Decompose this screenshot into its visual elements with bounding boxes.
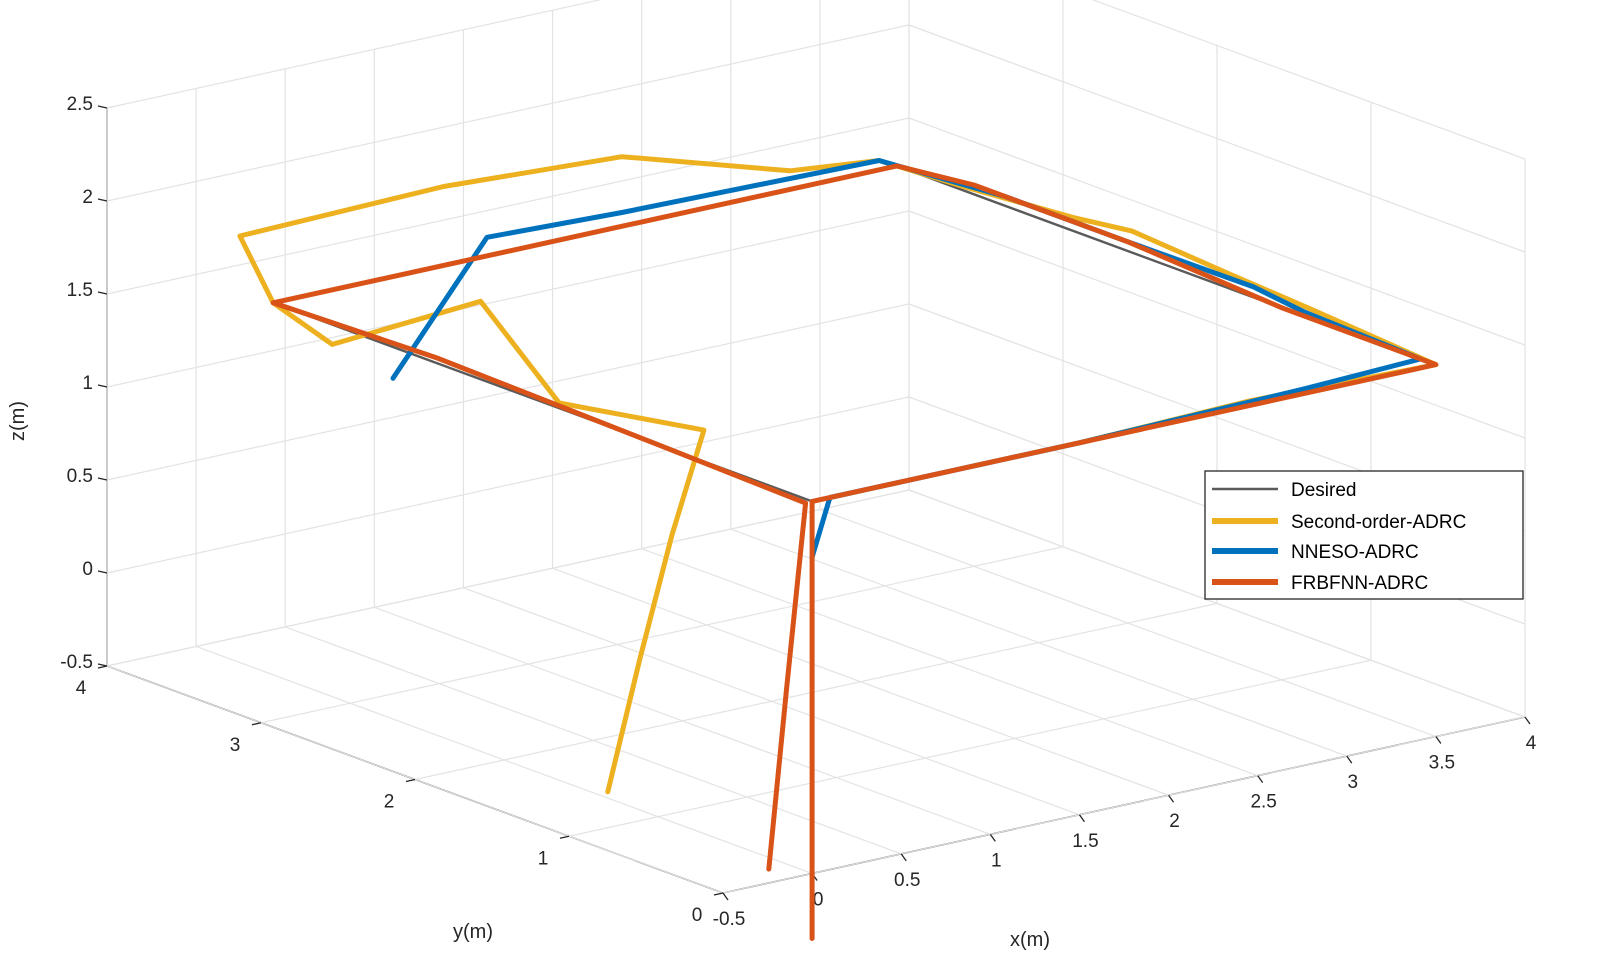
x-axis-label: x(m) [1010,929,1050,951]
right-wall-grid-line-z [908,117,1526,346]
legend-label-nneso-adrc: NNESO-ADRC [1291,542,1419,563]
floor-grid-line-y [722,716,1526,894]
axis-ticks: -0.5 0 0.5 1 1.5 2 2.5 3 3.5 4 0 1 2 3 4 -0.5 0 0.5 1 1.5 2 2… [60,94,1536,930]
back-wall-grid-line-z [106,303,910,481]
x-tick-mark [1257,775,1264,784]
z-tick-mark [97,105,108,109]
series-lines [237,154,1439,941]
y-tick-label: 2 [384,792,395,813]
right-wall-grid-line-z [908,210,1526,439]
x-tick-label: 1.5 [1072,831,1098,852]
z-tick-mark [97,198,108,202]
legend-label-second-order-adrc: Second-order-ADRC [1291,512,1466,533]
z-tick-label: 2 [82,187,93,208]
legend: Desired Second-order-ADRC NNESO-ADRC FRB… [1204,470,1524,600]
z-tick-mark [97,477,108,481]
x-tick-mark [1524,716,1531,725]
y-tick-mark [97,665,108,669]
frbfnn-adrc-trajectory [270,163,1439,941]
y-tick-label: 0 [692,905,703,926]
grid-lines [106,0,1526,894]
right-wall-grid-line-z [1091,0,1526,160]
legend-label-frbfnn-adrc: FRBFNN-ADRC [1291,573,1428,594]
z-tick-label: 0.5 [67,466,93,487]
back-wall-grid-line-z [106,210,910,388]
back-wall-grid-line-z [106,24,910,202]
x-tick-label: 4 [1526,733,1537,754]
back-wall-grid-line-z [106,489,910,667]
z-tick-mark [97,291,108,295]
x-tick-mark [900,853,907,862]
y-tick-mark [405,778,416,783]
right-wall-grid-line-z [908,489,1526,718]
floor-grid-line-y [568,659,1372,837]
legend-box [1204,470,1524,600]
x-tick-label: 2 [1169,811,1180,832]
back-wall-grid-line-z [106,396,910,574]
z-tick-label: 1 [82,373,93,394]
z-tick-label: -0.5 [60,652,93,673]
x-tick-label: 2.5 [1250,792,1276,813]
x-tick-label: 0.5 [894,870,920,891]
second-order-adrc-trajectory [237,154,1439,795]
x-tick-label: 1 [991,850,1002,871]
y-tick-label: 4 [76,678,87,699]
x-tick-mark [1346,755,1353,764]
x-tick-mark [1435,736,1442,744]
z-tick-label: 0 [82,559,93,580]
right-wall-grid-line-z [908,24,1526,253]
x-tick-mark [989,833,996,842]
z-tick-label: 1.5 [67,280,93,301]
floor-grid-line-y [414,602,1218,781]
x-tick-label: -0.5 [713,909,746,930]
z-tick-mark [97,570,108,574]
y-tick-mark [713,892,724,896]
x-tick-label: 3.5 [1429,753,1455,774]
y-tick-mark [559,835,570,839]
z-tick-label: 2.5 [67,94,93,115]
y-tick-label: 1 [538,848,549,869]
x-tick-label: 3 [1347,772,1358,793]
back-wall-grid-line-z [106,117,910,295]
z-tick-mark [97,663,108,667]
y-tick-label: 3 [230,735,241,756]
x-tick-mark [1078,814,1085,823]
z-tick-mark [97,384,108,388]
x-tick-mark [722,892,729,901]
x-tick-label: 0 [813,889,824,910]
x-tick-mark [1168,794,1175,803]
y-tick-mark [251,722,262,726]
back-wall-grid-line-z [106,0,602,109]
legend-label-desired: Desired [1291,480,1356,501]
floor-grid-line-y [260,546,1064,724]
z-axis-label: z(m) [7,401,29,441]
y-axis-label: y(m) [453,921,493,943]
